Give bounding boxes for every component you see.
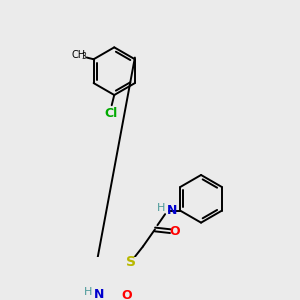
Text: O: O [122, 289, 132, 300]
Text: H: H [157, 203, 165, 213]
Text: CH: CH [71, 50, 85, 60]
Text: 3: 3 [81, 52, 86, 61]
Text: H: H [83, 286, 92, 297]
Text: N: N [94, 288, 104, 300]
Text: N: N [167, 204, 177, 217]
Text: Cl: Cl [104, 107, 118, 120]
Text: S: S [126, 255, 136, 269]
Text: O: O [169, 225, 180, 238]
